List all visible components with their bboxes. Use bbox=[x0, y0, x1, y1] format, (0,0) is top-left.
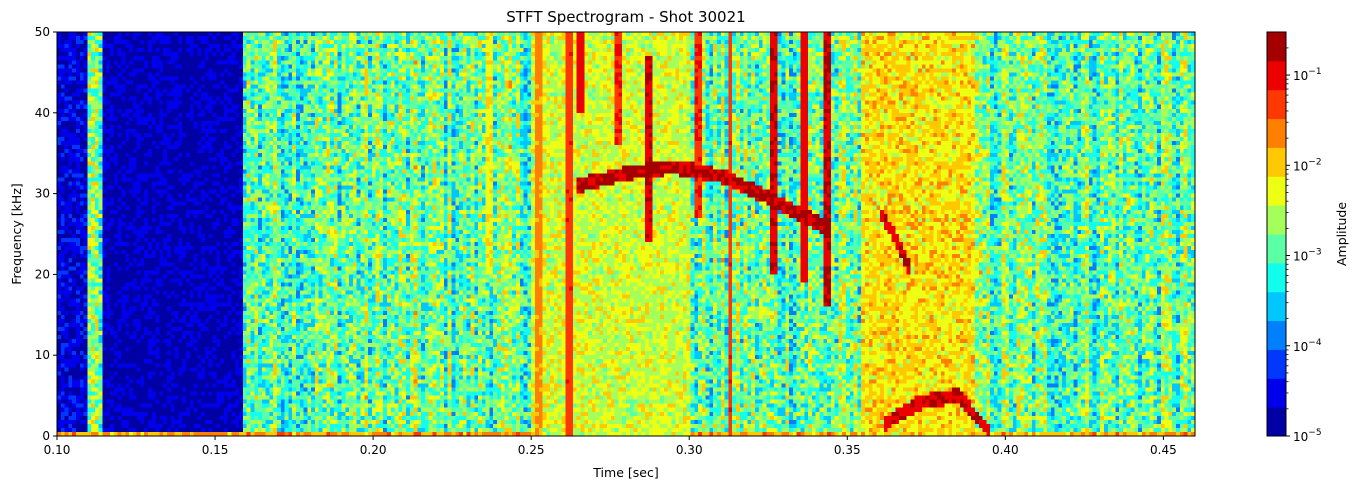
x-tick-label: 0.20 bbox=[360, 443, 387, 457]
colorbar-band bbox=[1267, 234, 1286, 264]
colorbar-band bbox=[1267, 147, 1286, 177]
y-tick-label: 0 bbox=[42, 429, 50, 443]
y-tick-label: 50 bbox=[35, 25, 50, 39]
x-axis-label: Time [sec] bbox=[592, 465, 658, 480]
colorbar-band bbox=[1267, 262, 1286, 293]
x-tick-label: 0.30 bbox=[676, 443, 703, 457]
colorbar-bands bbox=[1267, 32, 1286, 437]
colorbar-band bbox=[1267, 176, 1286, 206]
x-tick-label: 0.35 bbox=[834, 443, 861, 457]
colorbar-band bbox=[1267, 349, 1286, 379]
x-tick-label: 0.10 bbox=[44, 443, 71, 457]
colorbar-frame bbox=[1266, 31, 1287, 437]
colorbar-band bbox=[1267, 60, 1286, 91]
y-axis-label: Frequency [kHz] bbox=[9, 183, 24, 285]
x-tick-label: 0.40 bbox=[992, 443, 1019, 457]
x-tick-label: 0.45 bbox=[1150, 443, 1177, 457]
chart-title: STFT Spectrogram - Shot 30021 bbox=[506, 8, 745, 26]
colorbar-band bbox=[1267, 378, 1286, 408]
y-tick-label: 10 bbox=[35, 348, 50, 362]
colorbar-band bbox=[1267, 32, 1286, 62]
colorbar-band bbox=[1267, 118, 1286, 148]
colorbar-band bbox=[1267, 89, 1286, 120]
colorbar-tick-label: 10−5 bbox=[1293, 428, 1322, 444]
colorbar: 10−5 10−4 10−3 10−2 10−1 Amplitude bbox=[1266, 31, 1349, 444]
colorbar-tick-label: 10−2 bbox=[1293, 157, 1322, 173]
y-tick-label: 40 bbox=[35, 106, 50, 120]
spectrogram-heatmap bbox=[57, 32, 1195, 436]
y-tick-label: 20 bbox=[35, 267, 50, 281]
x-tick-label: 0.25 bbox=[518, 443, 545, 457]
colorbar-band bbox=[1267, 291, 1286, 322]
colorbar-band bbox=[1267, 407, 1286, 437]
colorbar-band bbox=[1267, 205, 1286, 235]
plot-area bbox=[56, 31, 1196, 437]
colorbar-tick-label: 10−3 bbox=[1293, 248, 1322, 264]
colorbar-tick-label: 10−1 bbox=[1293, 67, 1322, 83]
colorbar-label: Amplitude bbox=[1334, 202, 1349, 266]
colorbar-band bbox=[1267, 320, 1286, 350]
colorbar-ticks: 10−5 10−4 10−3 10−2 10−1 bbox=[1286, 47, 1322, 444]
x-tick-label: 0.15 bbox=[202, 443, 229, 457]
plot-frame bbox=[56, 31, 1196, 437]
colorbar-tick-label: 10−4 bbox=[1293, 338, 1322, 354]
y-axis-ticks: 0 10 20 30 40 50 bbox=[35, 25, 57, 443]
x-axis-ticks: 0.10 0.15 0.20 0.25 0.30 0.35 0.40 0.45 bbox=[44, 436, 1177, 457]
y-tick-label: 30 bbox=[35, 187, 50, 201]
